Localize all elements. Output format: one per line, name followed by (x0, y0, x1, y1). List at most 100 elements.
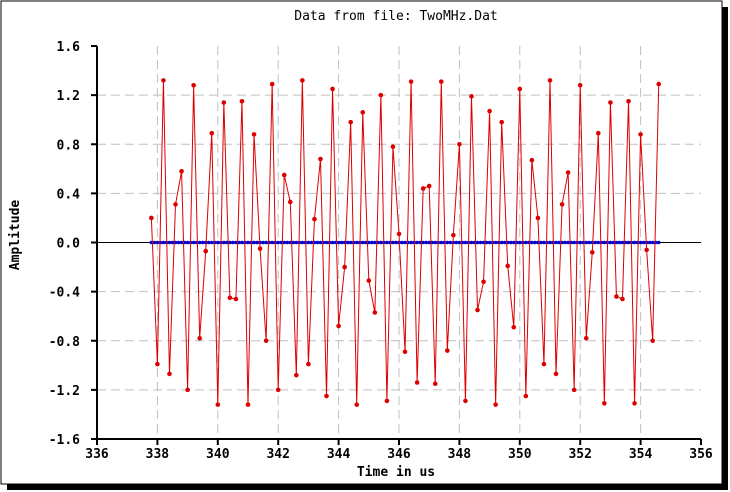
baseline-point (222, 240, 226, 245)
signal-point (523, 393, 529, 399)
chart-title: Data from file: TwoMHz.Dat (294, 9, 498, 24)
baseline-point (433, 240, 438, 245)
baseline-point (176, 240, 181, 245)
baseline-point (294, 240, 299, 245)
baseline-point (596, 240, 601, 245)
signal-point (191, 83, 196, 88)
baseline-point (524, 240, 528, 245)
signal-point (287, 199, 293, 205)
baseline-point (578, 240, 582, 245)
baseline-point (228, 240, 232, 245)
baseline-point (240, 240, 244, 245)
baseline-point (448, 240, 453, 245)
baseline-point (191, 240, 196, 245)
baseline-point (656, 240, 661, 245)
baseline-point (360, 240, 365, 245)
x-tick-label: 352 (568, 447, 591, 462)
signal-point (239, 98, 245, 104)
baseline-point (584, 240, 589, 245)
signal-point (469, 94, 474, 99)
baseline-point (424, 240, 428, 245)
baseline-point (548, 240, 552, 245)
y-tick-label: 0.0 (57, 237, 81, 252)
baseline-point (394, 240, 398, 245)
baseline-point (391, 240, 395, 245)
signal-point (312, 216, 317, 222)
baseline-point (318, 240, 323, 245)
signal-point (161, 78, 166, 83)
x-tick-label: 356 (689, 447, 713, 462)
x-tick-label: 338 (146, 447, 170, 462)
baseline-point (457, 240, 462, 245)
signal-point (463, 398, 468, 404)
signal-point (487, 108, 492, 114)
baseline-point (530, 240, 534, 245)
baseline-point (499, 240, 504, 245)
x-tick-label: 344 (327, 447, 351, 462)
baseline-point (469, 240, 474, 245)
x-tick-label: 350 (508, 447, 532, 462)
baseline-point (557, 240, 561, 245)
baseline-point (309, 240, 314, 245)
signal-point (336, 323, 341, 329)
baseline-point (454, 240, 459, 245)
signal-point (638, 132, 643, 137)
baseline-point (306, 240, 311, 245)
baseline-point (155, 240, 160, 245)
y-tick-label: -0.4 (49, 286, 80, 301)
signal-point (596, 130, 601, 136)
baseline-point (415, 240, 419, 245)
baseline-point (638, 240, 643, 245)
baseline-point (285, 240, 290, 245)
signal-point (438, 79, 444, 84)
x-tick-label: 346 (387, 447, 411, 462)
signal-point (650, 338, 655, 344)
signal-point (269, 81, 275, 87)
signal-point (203, 248, 209, 254)
signal-point (408, 79, 414, 84)
baseline-point (300, 240, 305, 245)
baseline-point (252, 240, 256, 245)
baseline-point (385, 240, 389, 245)
signal-point (149, 215, 154, 221)
baseline-point (276, 240, 281, 245)
baseline-point (354, 240, 359, 245)
signal-point (541, 361, 547, 367)
baseline-point (170, 240, 175, 245)
signal-point (481, 279, 486, 285)
signal-point (608, 100, 613, 105)
baseline-point (617, 240, 622, 245)
baseline-point (563, 240, 567, 245)
baseline-point (641, 240, 646, 245)
baseline-point (282, 240, 287, 245)
signal-point (517, 86, 523, 92)
signal-point (342, 264, 347, 270)
signal-point (257, 246, 263, 251)
y-axis-ticks: 1.6 1.2 0.8 0.4 0.0 -0.4 -0.8 -1.2 -1.6 (49, 40, 97, 448)
signal-point (602, 401, 607, 406)
y-tick-label: 0.4 (57, 187, 81, 202)
baseline-point (315, 240, 320, 245)
signal-point (197, 335, 202, 341)
y-tick-label: 0.8 (57, 138, 81, 153)
signal-point (571, 387, 577, 393)
signal-point (330, 86, 335, 92)
baseline-point (291, 240, 296, 245)
baseline-point (572, 240, 576, 245)
baseline-point (518, 240, 522, 245)
baseline-point (475, 240, 480, 245)
y-tick-label: -0.8 (49, 335, 80, 350)
baseline-point (264, 240, 268, 245)
baseline-point (336, 240, 341, 245)
baseline-point (487, 240, 492, 245)
x-tick-label: 354 (629, 447, 653, 462)
signal-point (632, 401, 637, 406)
baseline-point (602, 240, 607, 245)
baseline-point (255, 240, 259, 245)
signal-point (221, 100, 227, 105)
signal-point (215, 402, 221, 407)
signal-point (402, 349, 408, 355)
x-tick-label: 340 (206, 447, 230, 462)
x-axis-title: Time in us (357, 465, 435, 480)
